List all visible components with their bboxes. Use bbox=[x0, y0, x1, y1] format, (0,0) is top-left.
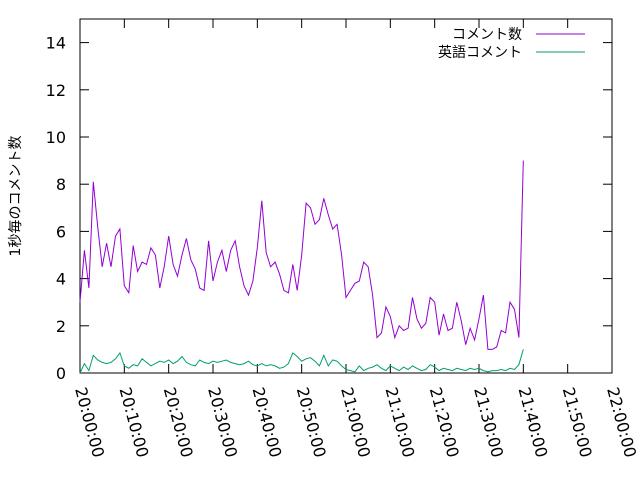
x-tick-label: 21:50:00 bbox=[559, 385, 596, 459]
plot-frame bbox=[79, 18, 613, 374]
y-tick-label: 0 bbox=[56, 364, 66, 383]
x-tick-label: 20:40:00 bbox=[248, 385, 285, 459]
y-tick-label: 14 bbox=[46, 34, 66, 53]
y-tick-label: 10 bbox=[46, 128, 66, 147]
x-tick-label: 20:50:00 bbox=[293, 385, 330, 459]
x-tick-label: 21:30:00 bbox=[470, 385, 507, 459]
legend-label-1: コメント数 bbox=[452, 27, 522, 43]
y-tick-label: 4 bbox=[56, 270, 66, 289]
y-tick-label: 2 bbox=[56, 317, 66, 336]
y-tick-label: 8 bbox=[56, 175, 66, 194]
y-axis-ticks: 0 2 4 6 8 10 12 14 bbox=[46, 34, 612, 383]
x-tick-label: 20:10:00 bbox=[115, 385, 152, 459]
x-tick-label: 20:00:00 bbox=[71, 385, 108, 459]
y-axis-title: 1秒毎のコメント数 bbox=[8, 136, 24, 257]
x-tick-label: 20:20:00 bbox=[160, 385, 197, 459]
x-tick-label: 21:40:00 bbox=[514, 385, 551, 459]
y-tick-label: 6 bbox=[56, 222, 66, 241]
x-tick-label: 20:30:00 bbox=[204, 385, 241, 459]
x-tick-label: 22:00:00 bbox=[603, 385, 640, 459]
x-tick-label: 21:20:00 bbox=[426, 385, 463, 459]
y-tick-label: 12 bbox=[46, 81, 66, 100]
x-axis-ticks: 20:00:00 20:10:00 20:20:00 20:30:00 20:40:00… bbox=[71, 19, 640, 459]
series-layer bbox=[79, 160, 524, 374]
x-tick-label: 21:10:00 bbox=[381, 385, 418, 459]
x-tick-label: 21:00:00 bbox=[337, 385, 374, 459]
legend-label-2: 英語コメント bbox=[438, 44, 522, 61]
series-line-2 bbox=[79, 349, 524, 374]
series-line-1 bbox=[79, 160, 524, 350]
